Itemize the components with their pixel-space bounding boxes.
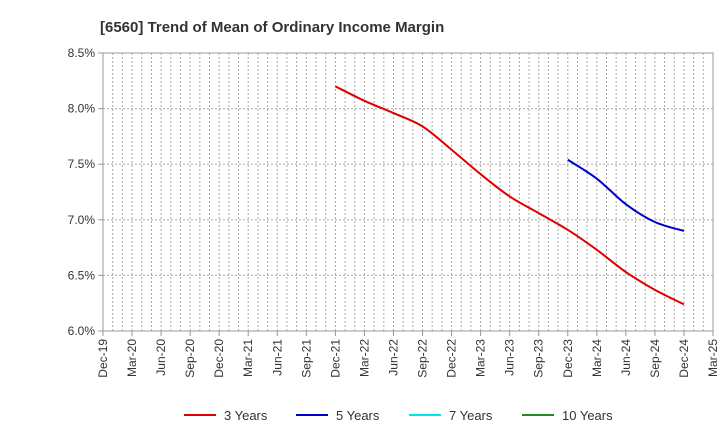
x-tick-label: Sep-21 [299,339,313,378]
x-tick-label: Dec-23 [561,339,575,378]
series-line-3-years [334,85,685,306]
y-tick-label: 7.0% [68,213,96,227]
x-tick-label: Dec-22 [445,339,459,378]
x-tick-label: Mar-23 [474,339,488,377]
y-tick-label: 8.5% [68,46,96,60]
legend-label: 3 Years [224,408,268,423]
x-tick-label: Jun-23 [503,339,517,376]
y-tick-label: 6.0% [68,324,96,338]
x-tick-label: Jun-24 [619,339,633,376]
x-tick-label: Sep-22 [416,339,430,378]
y-axis: 6.0% 6.5% 7.0% 7.5% 8.0% 8.5% [68,46,103,338]
x-tick-label: Dec-20 [212,339,226,378]
x-tick-label: Jun-22 [386,339,400,376]
x-tick-label: Mar-21 [241,339,255,377]
x-tick-label: Mar-24 [590,339,604,377]
x-tick-label: Mar-20 [125,339,139,377]
x-tick-label: Sep-24 [648,339,662,378]
x-tick-label: Dec-21 [328,339,342,378]
series-line-5-years [567,158,685,232]
x-tick-label: Sep-23 [532,339,546,378]
series-lines [334,85,685,306]
y-tick-label: 6.5% [68,268,96,282]
y-tick-label: 7.5% [68,157,96,171]
legend-label: 7 Years [449,408,493,423]
x-tick-label: Mar-22 [357,339,371,377]
x-axis: Dec-19 Mar-20 Jun-20 Sep-20 Dec-20 Mar-21 Jun-… [96,331,720,378]
x-tick-label: Dec-24 [677,339,691,378]
y-tick-label: 8.0% [68,102,96,116]
plot-area [102,52,714,332]
legend-label: 10 Years [562,408,613,423]
x-tick-label: Jun-21 [270,339,284,376]
chart-title: [6560] Trend of Mean of Ordinary Income … [100,19,444,36]
x-tick-label: Dec-19 [96,339,110,378]
x-tick-label: Sep-20 [183,339,197,378]
x-tick-label: Jun-20 [154,339,168,376]
grid-lines [103,53,713,331]
legend-label: 5 Years [336,408,380,423]
x-tick-label: Mar-25 [706,339,720,377]
legend: 3 Years 5 Years 7 Years 10 Years [184,408,613,423]
